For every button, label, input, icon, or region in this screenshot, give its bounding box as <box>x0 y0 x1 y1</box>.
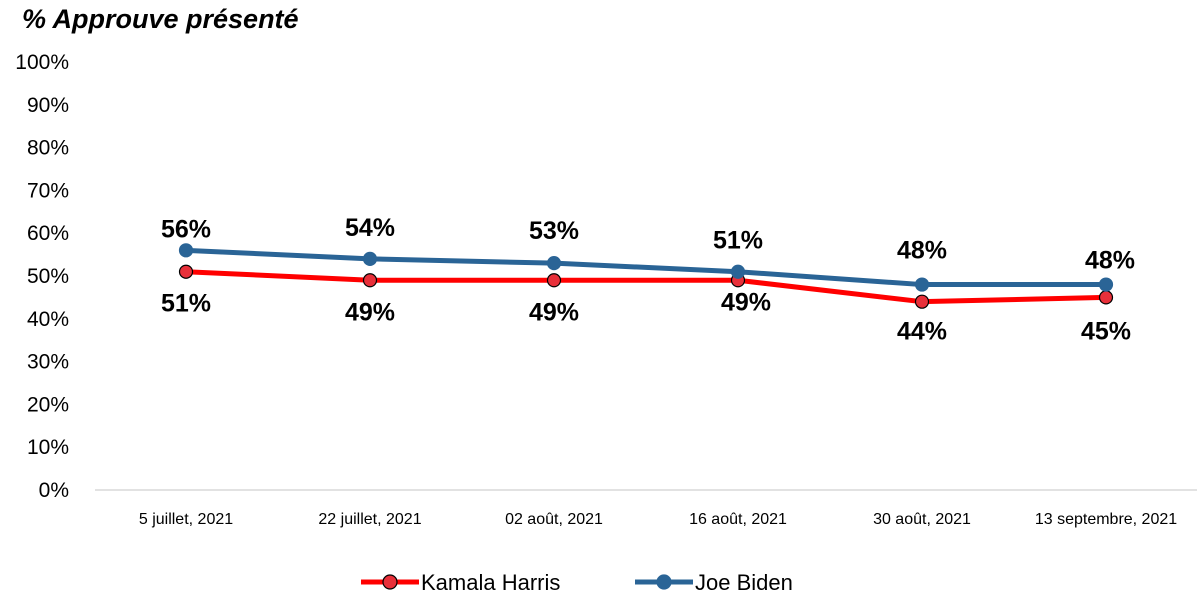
data-label: 44% <box>897 318 947 346</box>
data-point <box>732 265 745 278</box>
legend-swatch-marker <box>383 575 397 589</box>
data-point <box>548 257 561 270</box>
y-tick-label: 90% <box>27 94 69 117</box>
y-tick-label: 20% <box>27 393 69 416</box>
x-tick-label: 02 août, 2021 <box>505 511 603 528</box>
data-point <box>180 265 193 278</box>
x-tick-label: 30 août, 2021 <box>873 511 971 528</box>
legend-entry: Kamala Harris <box>421 570 560 593</box>
y-tick-label: 40% <box>27 308 69 331</box>
x-axis: 5 juillet, 2021 22 juillet, 2021 02 août, … <box>139 511 1177 528</box>
y-tick-label: 60% <box>27 222 69 245</box>
data-point <box>364 252 377 265</box>
y-tick-label: 30% <box>27 351 69 374</box>
data-point <box>1100 291 1113 304</box>
legend-entry: Joe Biden <box>695 570 793 593</box>
data-point <box>548 274 561 287</box>
data-label: 49% <box>345 298 395 326</box>
y-tick-label: 50% <box>27 265 69 288</box>
y-tick-label: 10% <box>27 436 69 459</box>
data-label: 48% <box>897 237 947 265</box>
series-layer <box>180 244 1113 308</box>
data-point <box>364 274 377 287</box>
data-label: 53% <box>529 217 579 245</box>
y-tick-label: 70% <box>27 179 69 202</box>
data-label: 54% <box>345 214 395 242</box>
y-tick-label: 80% <box>27 137 69 160</box>
data-point <box>1100 278 1113 291</box>
data-label: 56% <box>161 215 211 243</box>
data-label: 49% <box>529 298 579 326</box>
x-tick-label: 22 juillet, 2021 <box>318 511 421 528</box>
x-tick-label: 16 août, 2021 <box>689 511 787 528</box>
y-axis: 0% 10% 20% 30% 40% 50% 60% 70% 80% 90% 100% <box>15 51 69 502</box>
data-point <box>180 244 193 257</box>
data-label: 48% <box>1085 247 1135 275</box>
legend: Kamala Harris Joe Biden <box>361 570 793 593</box>
y-tick-label: 0% <box>39 479 69 502</box>
legend-swatch-marker <box>657 575 671 589</box>
data-label: 51% <box>161 290 211 318</box>
x-tick-label: 13 septembre, 2021 <box>1035 511 1177 528</box>
data-label: 45% <box>1081 317 1131 345</box>
x-tick-label: 5 juillet, 2021 <box>139 511 233 528</box>
y-tick-label: 100% <box>15 51 69 74</box>
data-label: 49% <box>721 288 771 316</box>
data-label: 51% <box>713 227 763 255</box>
data-point <box>916 295 929 308</box>
data-point <box>916 278 929 291</box>
